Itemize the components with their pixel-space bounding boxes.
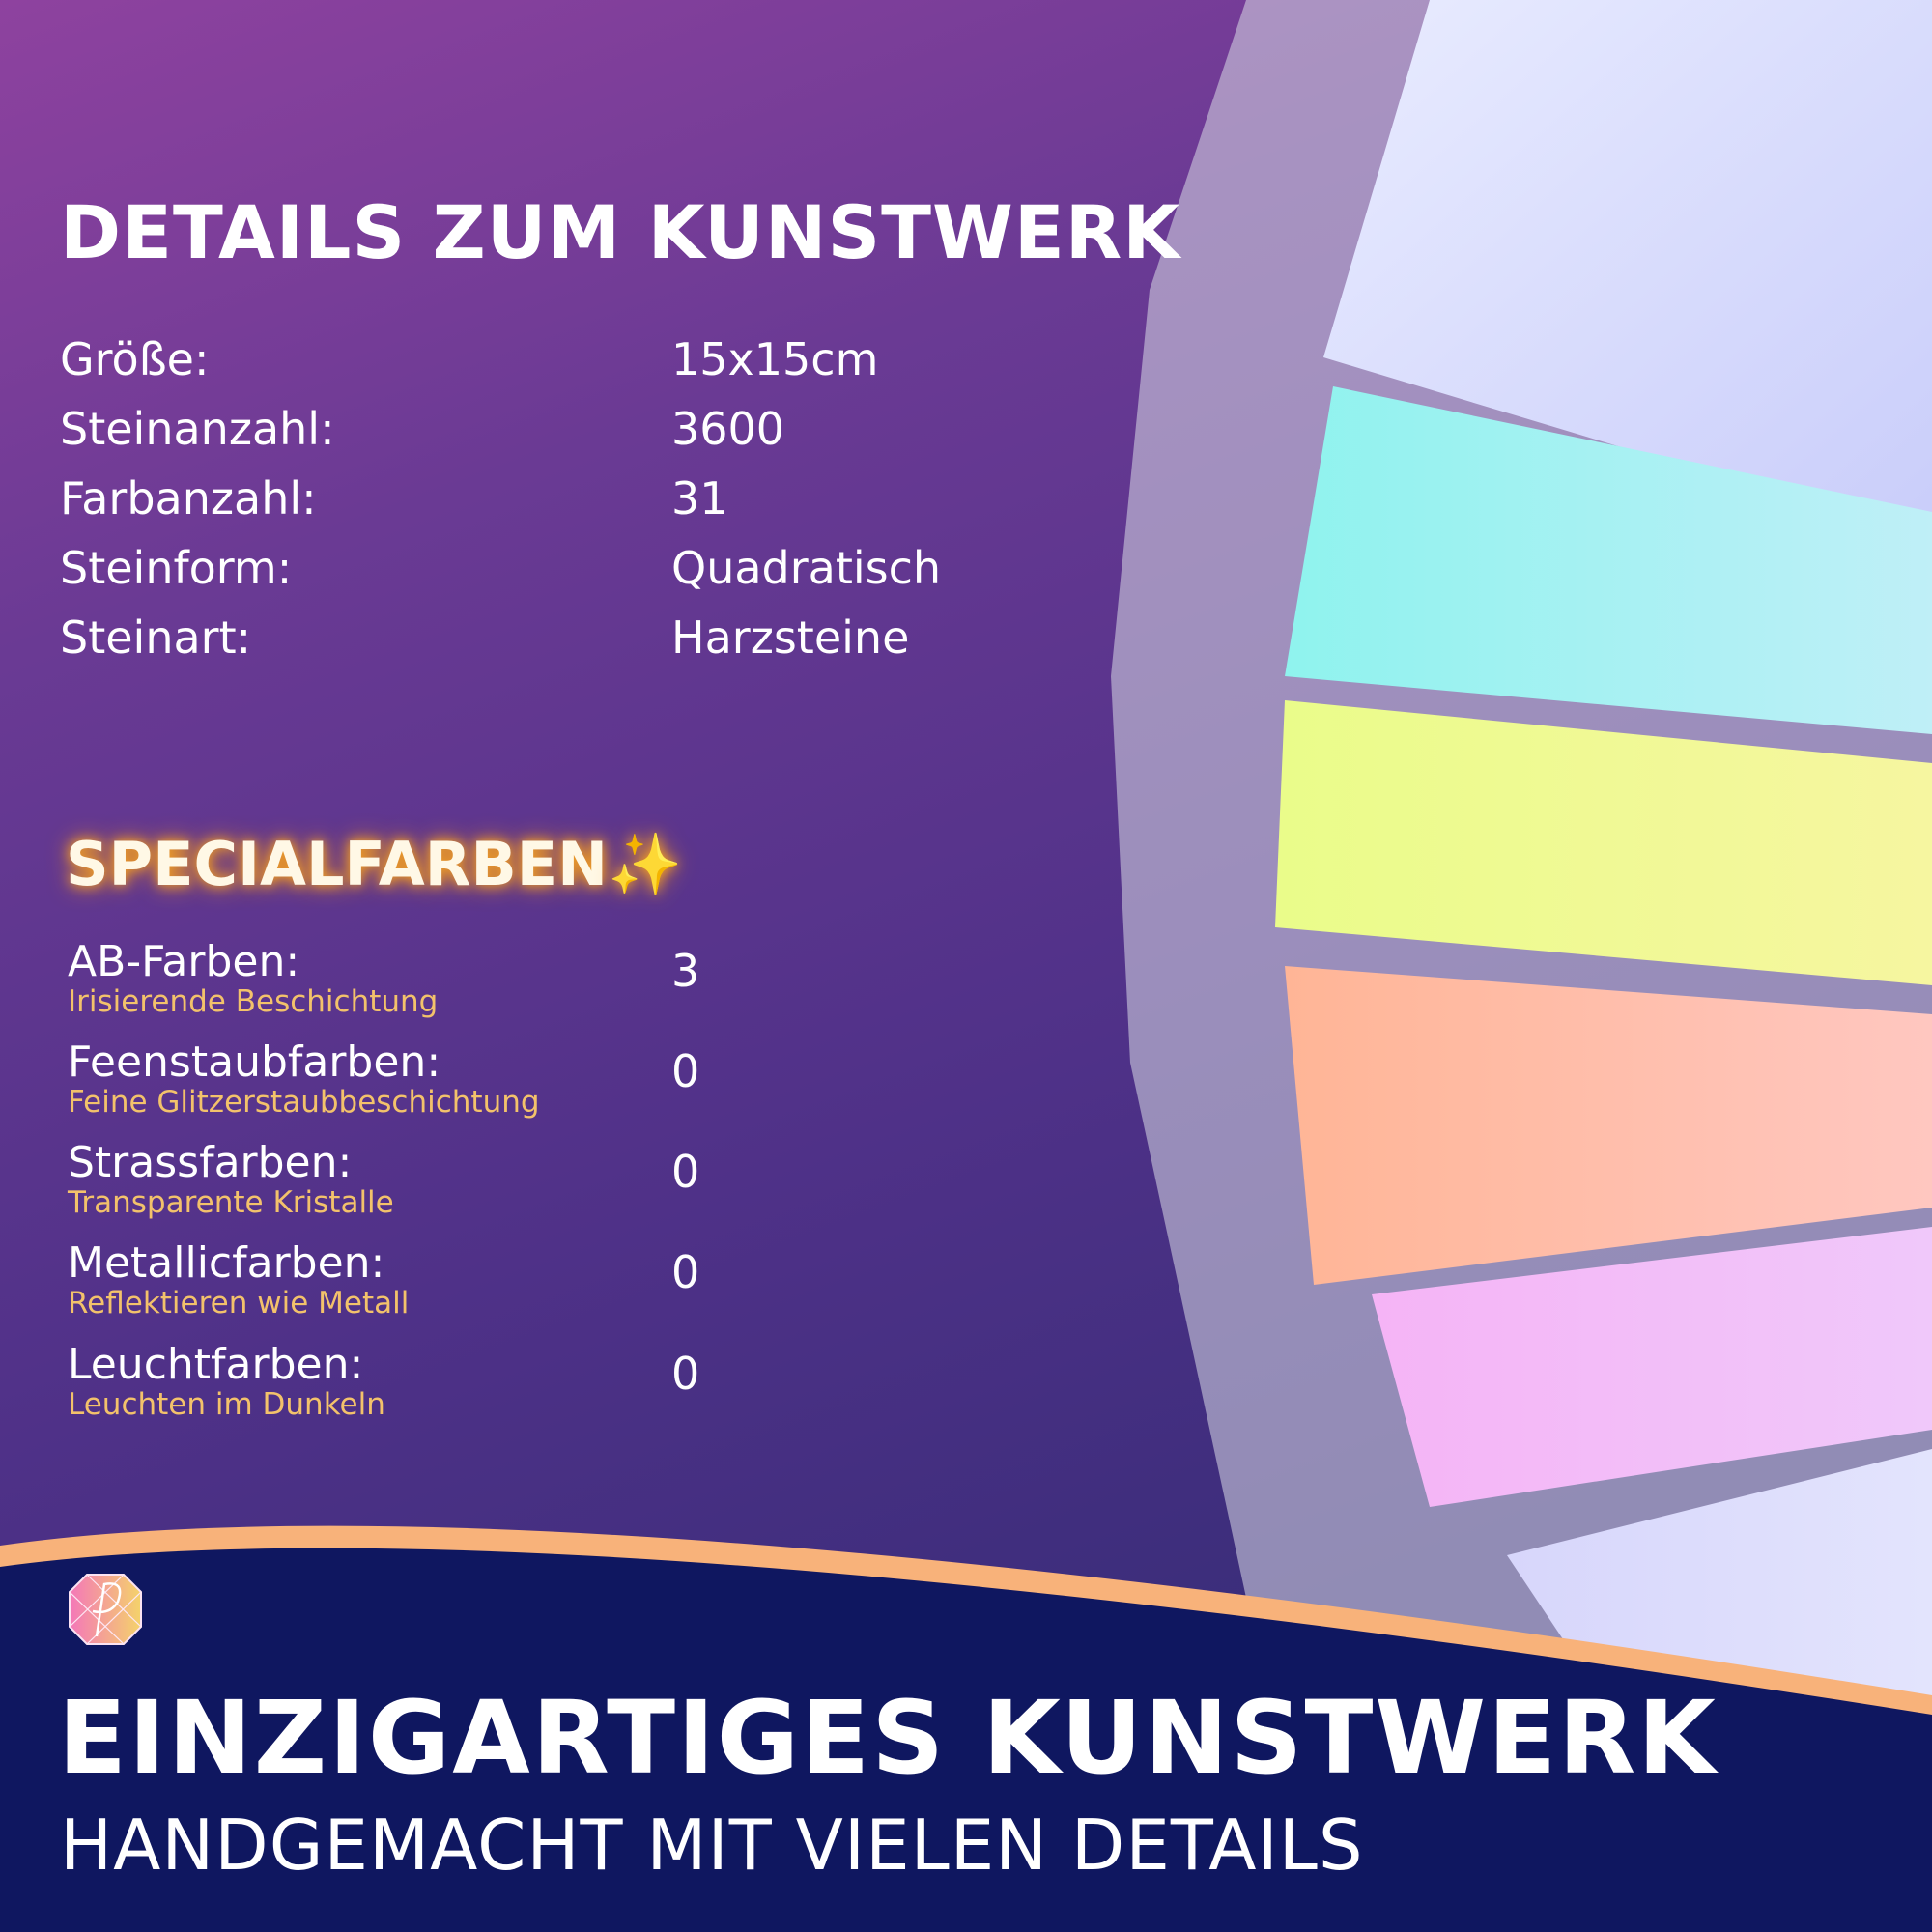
special-value: 0 (671, 1348, 700, 1400)
detail-row: Größe: 15x15cm (60, 333, 878, 385)
detail-label: Steinart: (60, 611, 252, 664)
special-label: Feenstaubfarben: (68, 1037, 441, 1087)
detail-value: 31 (671, 472, 728, 525)
special-row: Metallicfarben: Reflektieren wie Metall 0 (68, 1238, 699, 1321)
special-label: AB-Farben: (68, 937, 300, 986)
detail-value: Quadratisch (671, 542, 942, 594)
special-value: 3 (671, 945, 700, 997)
special-title: SPECIALFARBEN✨ (66, 829, 682, 900)
detail-value: 3600 (671, 403, 785, 455)
special-value: 0 (671, 1246, 700, 1298)
special-label: Strassfarben: (68, 1138, 353, 1187)
detail-row: Steinanzahl: 3600 (60, 403, 784, 455)
detail-row: Farbanzahl: 31 (60, 472, 728, 525)
special-label: Metallicfarben: (68, 1238, 385, 1288)
special-label: Leuchtfarben: (68, 1340, 364, 1389)
details-title: DETAILS ZUM KUNSTWERK (60, 189, 1181, 275)
detail-row: Steinart: Harzsteine (60, 611, 909, 664)
detail-label: Steinform: (60, 542, 293, 594)
footer-subline: HANDGEMACHT MIT VIELEN DETAILS (60, 1804, 1364, 1886)
special-value: 0 (671, 1146, 700, 1198)
special-value: 0 (671, 1045, 700, 1097)
special-sub: Irisierende Beschichtung (68, 984, 439, 1019)
special-sub: Reflektieren wie Metall (68, 1286, 410, 1321)
special-sub: Leuchten im Dunkeln (68, 1387, 385, 1422)
special-title-text: SPECIALFARBEN (66, 829, 608, 899)
special-row: AB-Farben: Irisierende Beschichtung 3 (68, 937, 699, 1019)
detail-label: Farbanzahl: (60, 472, 317, 525)
special-sub: Feine Glitzerstaubbeschichtung (68, 1085, 540, 1120)
detail-label: Größe: (60, 333, 210, 385)
detail-value: 15x15cm (671, 333, 879, 385)
brand-logo (69, 1574, 142, 1645)
footer-headline: EINZIGARTIGES KUNSTWERK (58, 1679, 1718, 1797)
detail-value: Harzsteine (671, 611, 910, 664)
special-row: Feenstaubfarben: Feine Glitzerstaubbeschi… (68, 1037, 699, 1120)
special-row: Leuchtfarben: Leuchten im Dunkeln 0 (68, 1340, 699, 1422)
sparkles-icon: ✨ (607, 829, 683, 899)
detail-label: Steinanzahl: (60, 403, 335, 455)
special-row: Strassfarben: Transparente Kristalle 0 (68, 1138, 699, 1220)
special-sub: Transparente Kristalle (68, 1185, 394, 1220)
detail-row: Steinform: Quadratisch (60, 542, 941, 594)
